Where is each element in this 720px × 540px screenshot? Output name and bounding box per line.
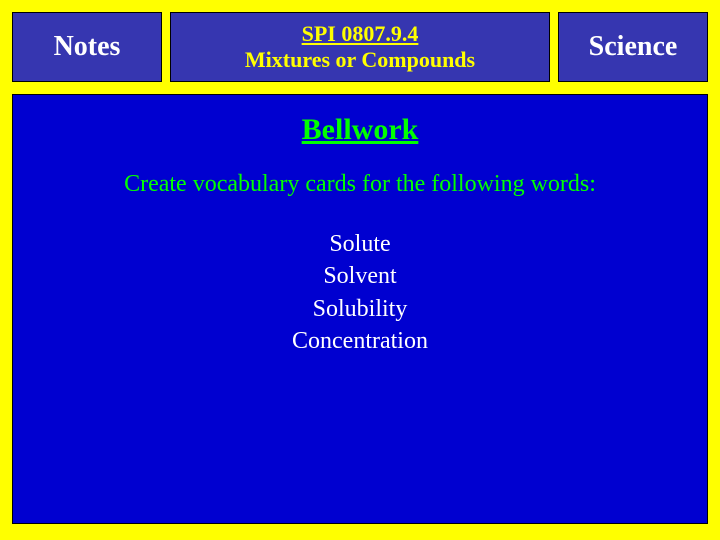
notes-box: Notes (12, 12, 162, 82)
instruction-text: Create vocabulary cards for the followin… (43, 171, 677, 198)
vocab-word: Solute (43, 228, 677, 260)
slide-container: Notes SPI 0807.9.4 Mixtures or Compounds… (0, 0, 720, 540)
vocab-word: Solubility (43, 293, 677, 325)
main-content-panel: Bellwork Create vocabulary cards for the… (12, 94, 708, 524)
science-label: Science (589, 31, 678, 63)
title-box: SPI 0807.9.4 Mixtures or Compounds (170, 12, 550, 82)
vocabulary-word-list: Solute Solvent Solubility Concentration (43, 228, 677, 358)
vocab-word: Solvent (43, 260, 677, 292)
topic-title: Mixtures or Compounds (245, 47, 475, 73)
spi-code: SPI 0807.9.4 (302, 21, 419, 47)
header-row: Notes SPI 0807.9.4 Mixtures or Compounds… (12, 12, 708, 82)
bellwork-heading: Bellwork (43, 113, 677, 147)
notes-label: Notes (54, 31, 121, 63)
vocab-word: Concentration (43, 325, 677, 357)
science-box: Science (558, 12, 708, 82)
